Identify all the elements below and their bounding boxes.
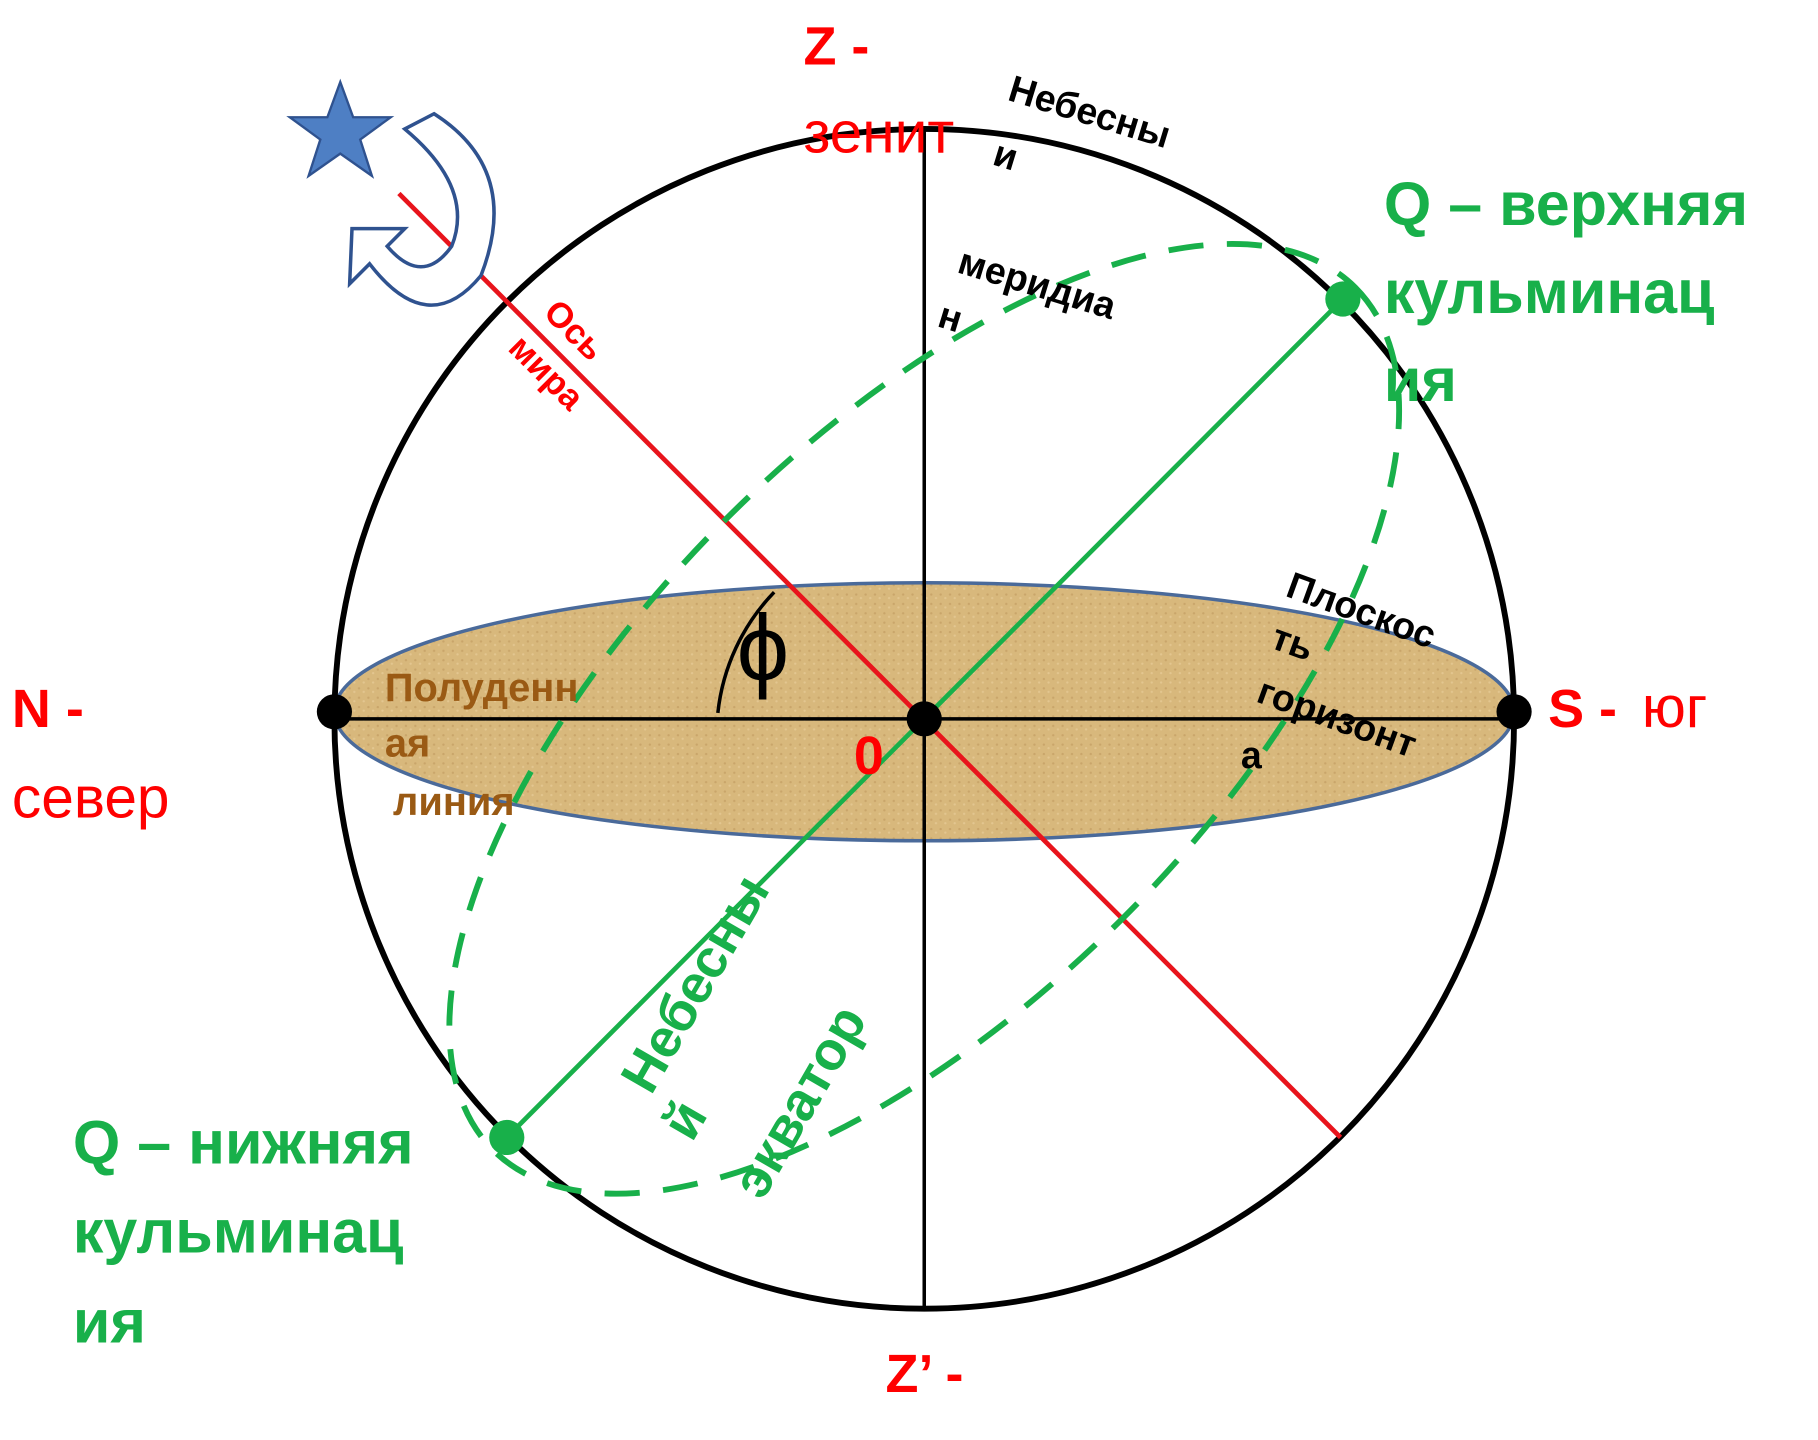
- rotation-arrow: [350, 114, 494, 305]
- point-n: [317, 694, 352, 729]
- point-s: [1496, 694, 1531, 729]
- north-letter: N -: [12, 679, 84, 739]
- south-label: S -: [1548, 679, 1617, 739]
- zenith-word: зенит: [803, 100, 954, 165]
- noon-1: Полуденн: [385, 666, 579, 710]
- zenith-letter: Z -: [803, 16, 869, 76]
- diagram: Z -зенитZ’ -надирN -северS -югНебесныиме…: [0, 0, 1818, 1440]
- origin-label: 0: [854, 726, 884, 786]
- meridian-1: Небесны: [1004, 67, 1176, 156]
- upper-2: кульминац: [1384, 258, 1715, 326]
- phi-label: ϕ: [737, 595, 790, 700]
- lower-1: Q – нижняя: [73, 1108, 414, 1176]
- upper-3: ия: [1384, 346, 1457, 414]
- meridian-2: и: [989, 132, 1023, 179]
- equator-3: экватор: [721, 995, 878, 1208]
- noon-3: линия: [393, 780, 515, 824]
- upper-1: Q – верхняя: [1384, 170, 1748, 238]
- star-icon: [290, 82, 391, 176]
- nadir-word: надир: [886, 1426, 1051, 1440]
- north-word: север: [12, 765, 170, 830]
- lower-3: ия: [73, 1288, 146, 1356]
- point-o: [907, 701, 942, 736]
- equator-1: Небесны: [609, 865, 781, 1102]
- noon-2: ая: [385, 721, 430, 765]
- meridian-3: меридиа: [954, 240, 1123, 328]
- equator-2: й: [650, 1091, 719, 1150]
- point-q-lower: [489, 1120, 524, 1155]
- horizon-4: а: [1241, 734, 1263, 776]
- nadir-letter: Z’ -: [886, 1344, 964, 1404]
- page: {"labels": { "zenith": ["Z -", "зенит"],…: [0, 0, 1818, 1440]
- point-q-upper: [1325, 281, 1360, 316]
- south-word: юг: [1642, 675, 1707, 740]
- lower-2: кульминац: [73, 1197, 404, 1265]
